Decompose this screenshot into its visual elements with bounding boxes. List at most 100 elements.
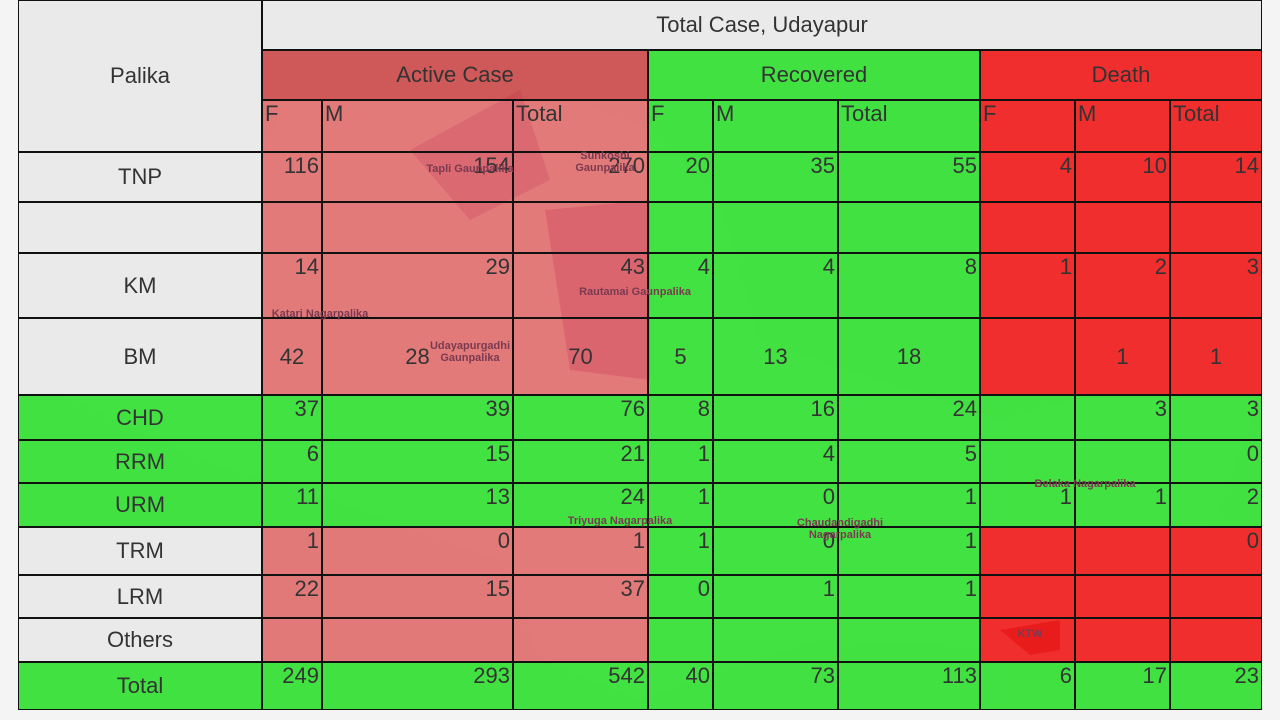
row-label: CHD	[18, 395, 262, 440]
cell-value: 15	[322, 575, 513, 618]
sub-header: Total	[1170, 100, 1262, 152]
sub-header: M	[1075, 100, 1170, 152]
map-label: Sunkoshi Gaunpalika	[575, 150, 635, 174]
cell-value: 1	[1075, 318, 1170, 395]
row-label: BM	[18, 318, 262, 395]
cell-value	[980, 575, 1075, 618]
map-label: Belaka Nagarpalika	[1034, 478, 1136, 490]
cell-value: 0	[713, 527, 838, 575]
cell-value: 18	[838, 318, 980, 395]
cell-value	[648, 202, 713, 253]
cell-value: 37	[262, 395, 322, 440]
cell-value: 8	[648, 395, 713, 440]
cell-value: 6	[262, 440, 322, 483]
row-label: Total	[18, 662, 262, 710]
cell-value: 20	[648, 152, 713, 202]
cell-value	[1075, 527, 1170, 575]
cell-value: 15	[322, 440, 513, 483]
cell-value	[262, 202, 322, 253]
cell-value: 70	[513, 318, 648, 395]
cell-value: 0	[1170, 440, 1262, 483]
map-label: Tapli Gaunpalika	[426, 163, 514, 175]
cell-value: 28	[322, 318, 513, 395]
cell-value: 10	[1075, 152, 1170, 202]
cell-value	[1075, 618, 1170, 662]
cell-value: 5	[838, 440, 980, 483]
cell-value: 249	[262, 662, 322, 710]
cell-value	[980, 202, 1075, 253]
cell-value: 73	[713, 662, 838, 710]
row-label: KM	[18, 253, 262, 318]
cell-value	[713, 202, 838, 253]
cell-value: 116	[262, 152, 322, 202]
cell-value: 2	[1075, 253, 1170, 318]
cell-value: 4	[980, 152, 1075, 202]
map-label: KTW	[1017, 628, 1043, 640]
cell-value: 13	[713, 318, 838, 395]
cell-value: 4	[648, 253, 713, 318]
map-label: Udayapurgadhi Gaunpalika	[429, 340, 511, 364]
cell-value: 14	[262, 253, 322, 318]
cell-value: 4	[713, 440, 838, 483]
cell-value: 3	[1075, 395, 1170, 440]
cell-value: 42	[262, 318, 322, 395]
cell-value: 2	[1170, 483, 1262, 527]
cell-value	[322, 618, 513, 662]
row-label: TNP	[18, 152, 262, 202]
cell-value	[1170, 202, 1262, 253]
cell-value: 1	[648, 527, 713, 575]
row-label: TRM	[18, 527, 262, 575]
cell-value: 1	[838, 527, 980, 575]
sub-header: M	[713, 100, 838, 152]
sub-header: Total	[513, 100, 648, 152]
cell-value: 0	[713, 483, 838, 527]
cell-value: 4	[713, 253, 838, 318]
cell-value	[980, 395, 1075, 440]
cell-value: 1	[648, 483, 713, 527]
cell-value: 1	[980, 483, 1075, 527]
cell-value	[1170, 618, 1262, 662]
cell-value: 1	[1170, 318, 1262, 395]
map-label: Rautamai Gaunpalika	[579, 286, 691, 298]
cell-value: 5	[648, 318, 713, 395]
cell-value: 14	[1170, 152, 1262, 202]
sub-header: F	[262, 100, 322, 152]
cell-value: 293	[322, 662, 513, 710]
cell-value	[838, 618, 980, 662]
row-label: URM	[18, 483, 262, 527]
cell-value: 13	[322, 483, 513, 527]
cell-value: 154	[322, 152, 513, 202]
row-label: Others	[18, 618, 262, 662]
cell-value: 39	[322, 395, 513, 440]
cell-value	[1170, 575, 1262, 618]
cell-value: 21	[513, 440, 648, 483]
row-label	[18, 202, 262, 253]
cell-value: 24	[838, 395, 980, 440]
cell-value: 76	[513, 395, 648, 440]
cell-value	[262, 618, 322, 662]
cell-value	[513, 202, 648, 253]
cell-value	[980, 318, 1075, 395]
cell-value: 16	[713, 395, 838, 440]
cell-value: 1	[838, 483, 980, 527]
cell-value: 29	[322, 253, 513, 318]
row-label: LRM	[18, 575, 262, 618]
cell-value: 1	[980, 253, 1075, 318]
cell-value	[838, 202, 980, 253]
corner-header: Palika	[18, 0, 262, 152]
cell-value: 11	[262, 483, 322, 527]
cell-value	[1075, 440, 1170, 483]
cell-value: 37	[513, 575, 648, 618]
cell-value: 35	[713, 152, 838, 202]
sub-header: Total	[838, 100, 980, 152]
cell-value: 0	[1170, 527, 1262, 575]
group-header: Active Case	[262, 50, 648, 100]
cell-value: 1	[262, 527, 322, 575]
cell-value: 1	[648, 440, 713, 483]
cell-value: 24	[513, 483, 648, 527]
cell-value: 23	[1170, 662, 1262, 710]
cell-value: 55	[838, 152, 980, 202]
cell-value: 1	[713, 575, 838, 618]
cell-value	[322, 202, 513, 253]
